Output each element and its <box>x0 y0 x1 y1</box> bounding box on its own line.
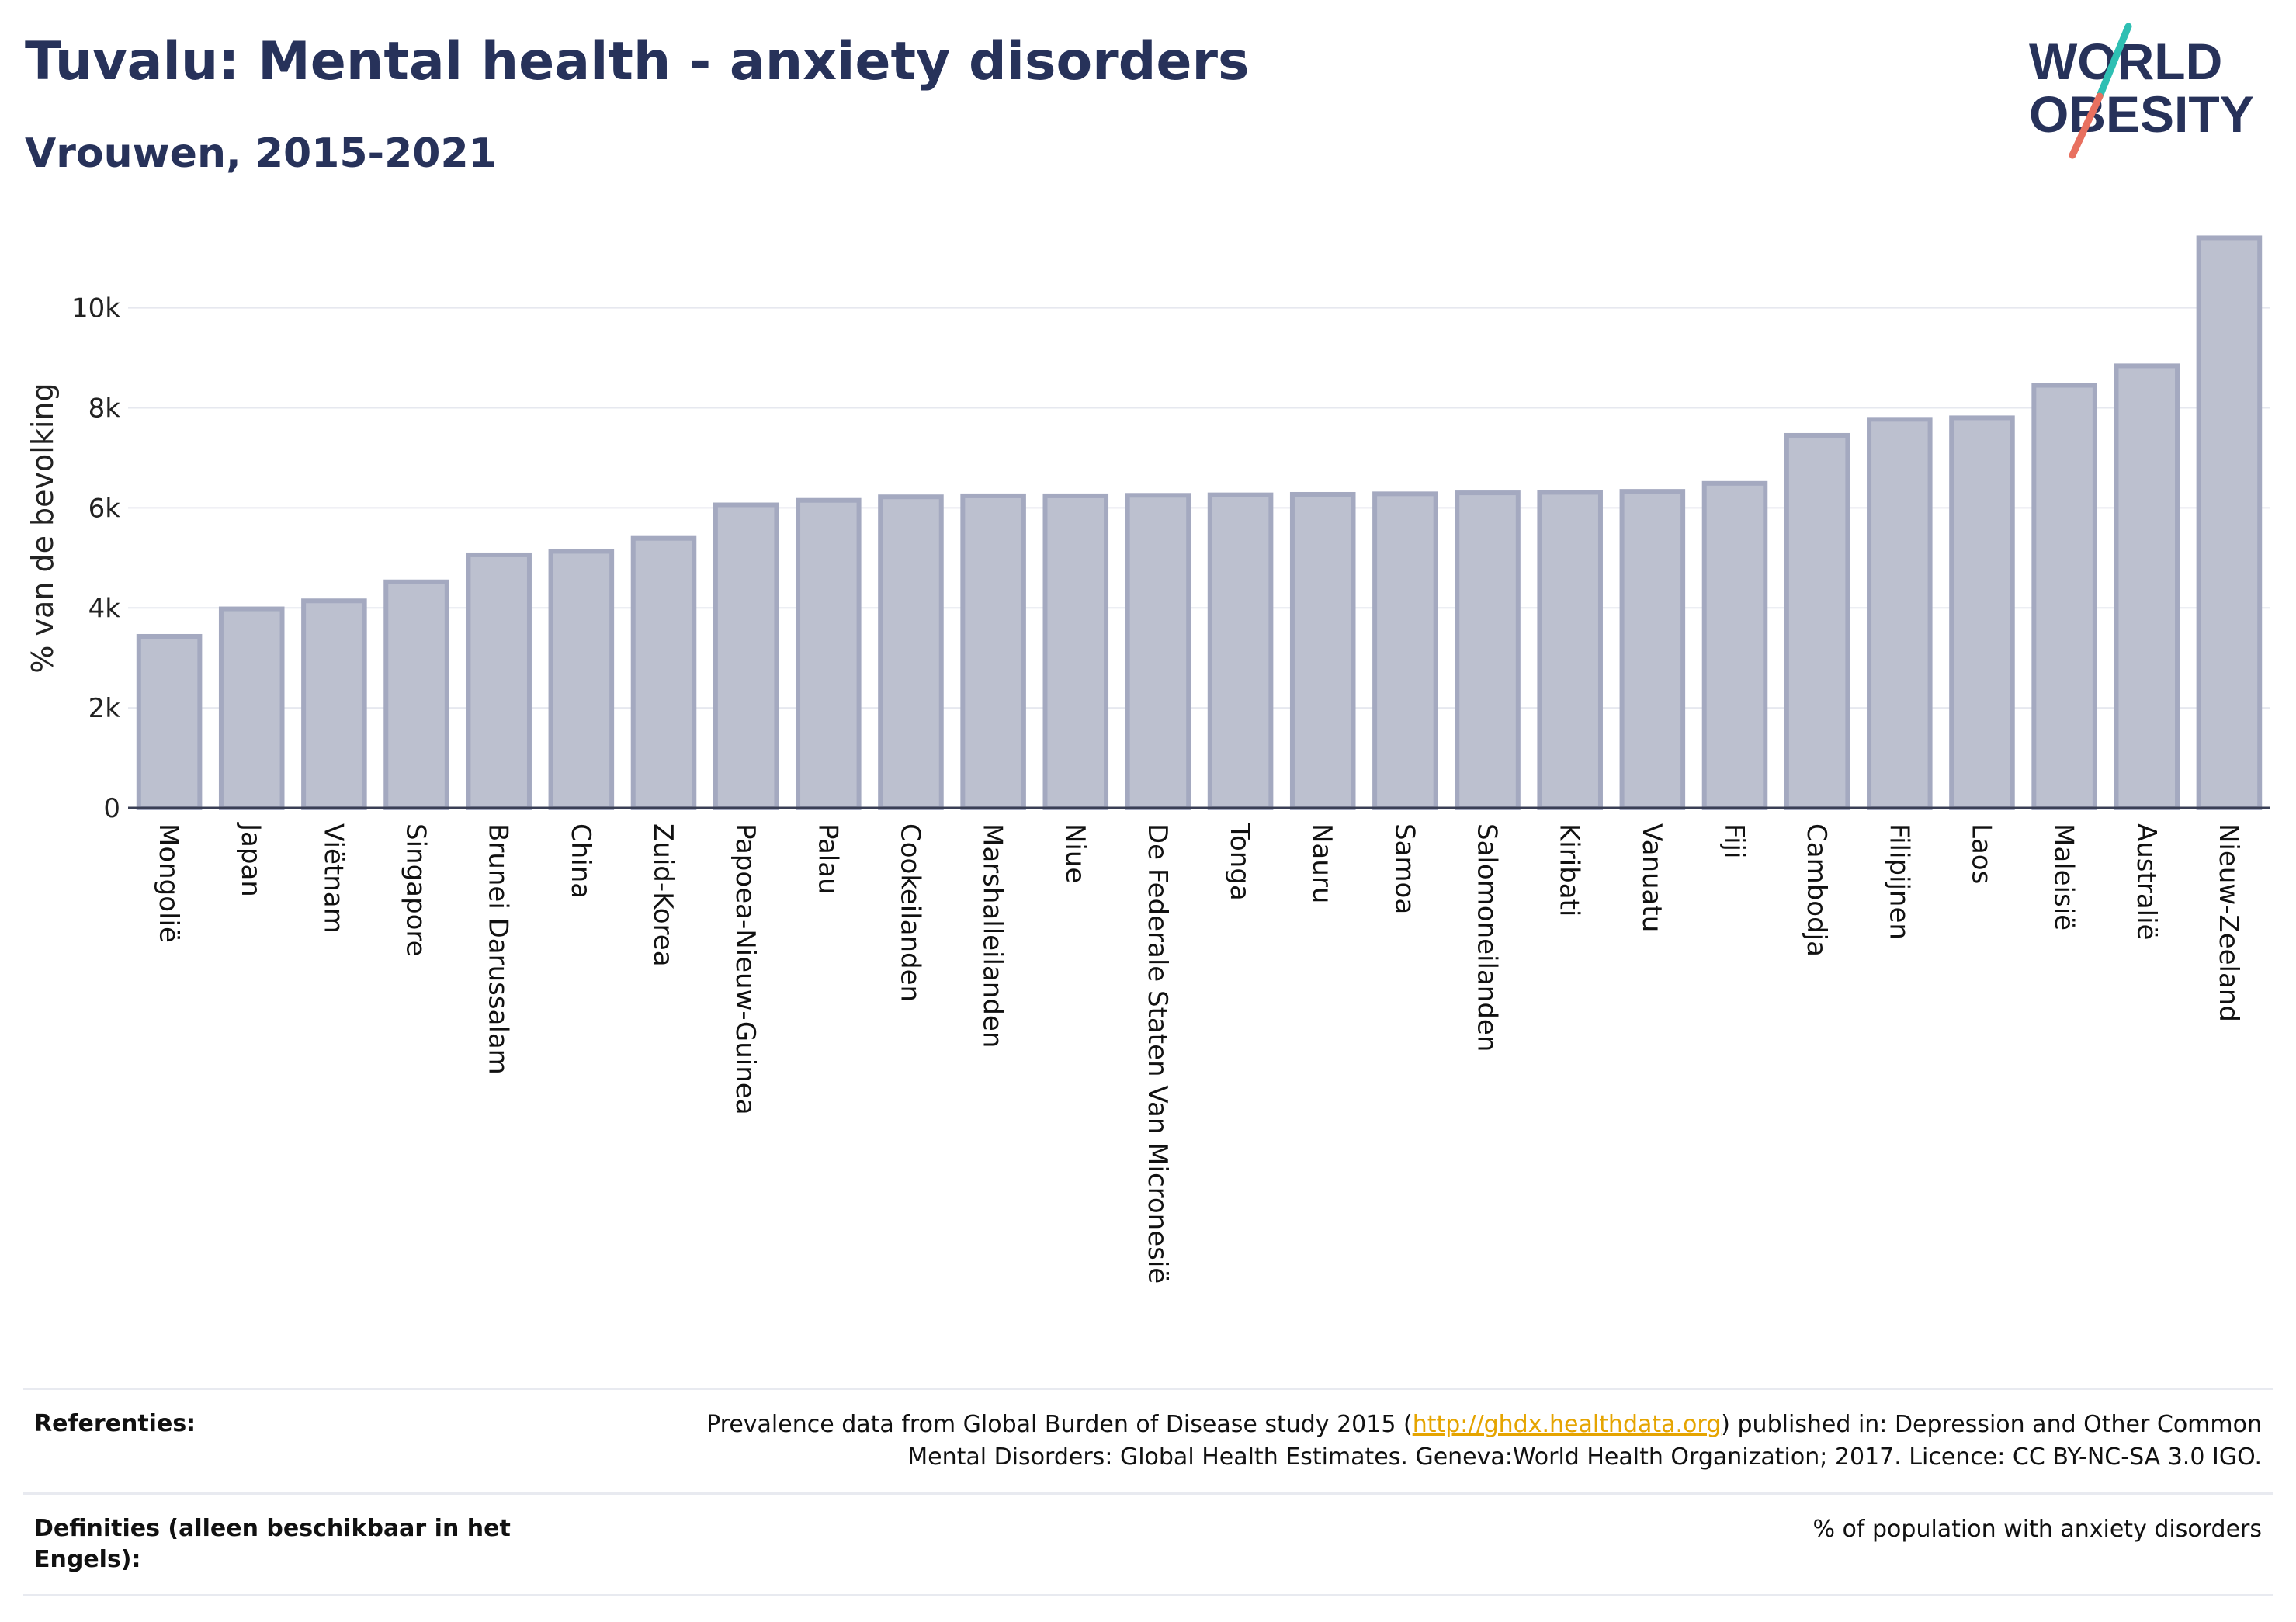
x-tick-label: Japan <box>235 822 266 897</box>
bar <box>301 598 367 810</box>
bar <box>218 606 285 810</box>
y-tick-label: 10k <box>71 293 120 324</box>
references-label: Referenties: <box>34 1410 196 1437</box>
x-tick-label: Salomoneilanden <box>1472 823 1503 1052</box>
world-obesity-logo: WORLD OBESITY <box>2029 23 2254 159</box>
bar <box>2114 363 2180 810</box>
bar <box>878 494 944 810</box>
y-axis-title: % van de bevolking <box>26 383 60 673</box>
y-tick-label: 0 <box>103 793 120 824</box>
x-tick-label: De Federale Staten Van Micronesië <box>1142 823 1173 1284</box>
bar-chart: 0 2k 4k 6k 8k 10k % van de bevolking Mongolië Ja… <box>26 235 2270 1284</box>
references-text: Prevalence data from Global Burden of Di… <box>706 1409 2262 1474</box>
logo-slash-teal <box>2096 23 2132 100</box>
logo-line1: WORLD <box>2029 33 2222 90</box>
bar <box>466 552 532 811</box>
bar <box>960 493 1026 810</box>
x-tick-label: Vanuatu <box>1636 823 1667 932</box>
x-tick-label: Palau <box>812 823 843 895</box>
logo-slash-coral <box>2069 92 2104 159</box>
x-tick-label: Brunei Darussalam <box>483 823 514 1075</box>
references-text-before: Prevalence data from Global Burden of Di… <box>706 1411 1413 1438</box>
axes: 0 2k 4k 6k 8k 10k % van de bevolking Mongolië Ja… <box>26 293 2270 1284</box>
x-tick-label: Nauru <box>1306 823 1337 903</box>
bar <box>1042 493 1109 810</box>
bar <box>1619 489 1686 810</box>
y-tick-label: 6k <box>88 493 121 524</box>
x-tick-label: Viëtnam <box>317 823 349 934</box>
bar <box>1289 491 1356 810</box>
bar <box>136 633 203 811</box>
y-tick-label: 8k <box>88 393 121 425</box>
references-text-after: ) published in: Depression and Other Com… <box>1721 1411 2262 1438</box>
x-tick-label: Laos <box>1965 823 1996 884</box>
chart-subtitle: Vrouwen, 2015-2021 <box>25 130 497 177</box>
bar <box>383 579 449 810</box>
chart-title: Tuvalu: Mental health - anxiety disorder… <box>25 31 1250 92</box>
references-text-line2: Mental Disorders: Global Health Estimate… <box>907 1444 2262 1471</box>
y-tick-label: 4k <box>88 593 121 624</box>
x-tick-label: Niue <box>1060 823 1091 883</box>
bar <box>2031 383 2097 811</box>
x-tick-label: Australië <box>2131 823 2162 940</box>
references-link[interactable]: http://ghdx.healthdata.org <box>1412 1411 1722 1438</box>
x-tick-label: Cookeilanden <box>894 823 925 1002</box>
bar <box>1949 415 2015 810</box>
logo-line2: OBESITY <box>2029 85 2254 143</box>
x-tick-label: Fiji <box>1719 823 1750 858</box>
bar <box>1207 492 1274 810</box>
bar <box>548 549 615 811</box>
bar <box>1537 490 1603 810</box>
bar <box>713 502 779 810</box>
bar <box>1455 490 1521 810</box>
bar <box>1701 480 1768 810</box>
x-tick-label: Zuid-Korea <box>647 823 678 967</box>
bar <box>1867 417 1933 810</box>
bar <box>2196 235 2263 810</box>
x-tick-label: Maleisië <box>2048 823 2079 931</box>
x-tick-label: Filipijnen <box>1883 823 1914 940</box>
references-table: Referenties: Prevalence data from Global… <box>23 1388 2273 1596</box>
definitions-row: Definities (alleen beschikbaar in het En… <box>23 1492 2273 1596</box>
definitions-text: % of population with anxiety disorders <box>1812 1516 2262 1543</box>
bar <box>1784 432 1850 810</box>
bar <box>796 497 862 810</box>
x-tick-label: Tonga <box>1224 823 1255 901</box>
x-tick-label: Cambodja <box>1801 823 1832 957</box>
references-row: Referenties: Prevalence data from Global… <box>23 1388 2273 1492</box>
grid-lines <box>128 307 2270 709</box>
y-tick-label: 2k <box>88 693 121 724</box>
x-tick-label: Samoa <box>1389 823 1420 914</box>
x-tick-label: Nieuw-Zeeland <box>2213 823 2244 1022</box>
x-tick-label: Kiribati <box>1554 823 1585 917</box>
bar <box>1125 493 1191 810</box>
bar <box>630 535 697 810</box>
bars <box>136 235 2263 811</box>
x-tick-label: Marshalleilanden <box>977 823 1008 1048</box>
x-tick-label: Singapore <box>401 823 432 957</box>
bar <box>1372 491 1438 810</box>
x-tick-label: Papoea-Nieuw-Guinea <box>730 823 761 1115</box>
definitions-label: Definities (alleen beschikbaar in het En… <box>34 1515 511 1573</box>
x-tick-label: Mongolië <box>153 823 184 943</box>
x-tick-label: China <box>565 823 596 899</box>
